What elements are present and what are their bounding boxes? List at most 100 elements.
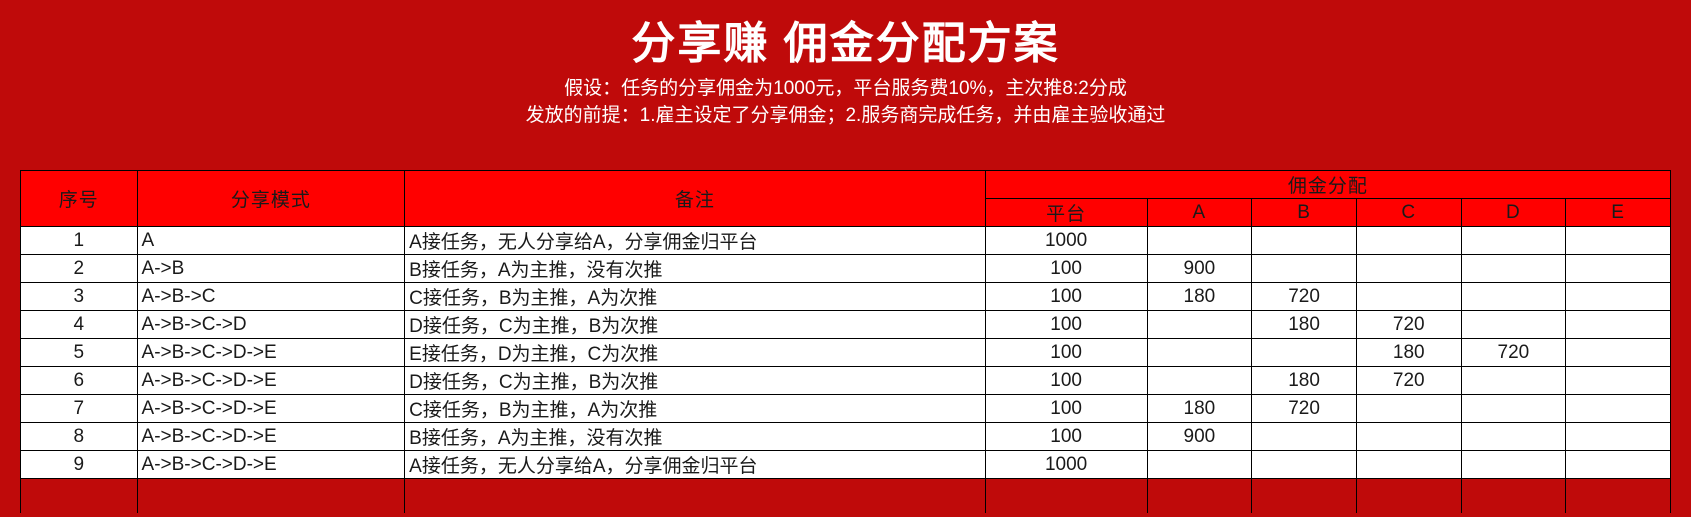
table-row: 3 A->B->C C接任务，B为主推，A为次推 100 180 720 bbox=[20, 282, 1671, 311]
cell-b bbox=[1251, 254, 1357, 283]
filler-cell bbox=[20, 478, 138, 513]
cell-b: 720 bbox=[1251, 282, 1357, 311]
cell-index: 7 bbox=[20, 394, 138, 423]
cell-a bbox=[1146, 310, 1253, 339]
cell-e bbox=[1565, 366, 1671, 395]
cell-a: 180 bbox=[1146, 394, 1253, 423]
cell-c bbox=[1355, 254, 1462, 283]
cell-note: B接任务，A为主推，没有次推 bbox=[404, 422, 986, 451]
column-header-platform: 平台 bbox=[984, 198, 1148, 227]
table-row: 1 A A接任务，无人分享给A，分享佣金归平台 1000 bbox=[20, 226, 1671, 255]
table-row: 6 A->B->C->D->E D接任务，C为主推，B为次推 100 180 720 bbox=[20, 366, 1671, 395]
cell-note: C接任务，B为主推，A为次推 bbox=[404, 282, 986, 311]
cell-index: 1 bbox=[20, 226, 138, 255]
cell-d bbox=[1460, 310, 1567, 339]
cell-mode: A->B->C->D->E bbox=[136, 366, 406, 395]
cell-index: 9 bbox=[20, 450, 138, 479]
cell-d bbox=[1460, 282, 1567, 311]
cell-note: C接任务，B为主推，A为次推 bbox=[404, 394, 986, 423]
table-row: 7 A->B->C->D->E C接任务，B为主推，A为次推 100 180 720 bbox=[20, 394, 1671, 423]
cell-e bbox=[1565, 450, 1671, 479]
cell-platform: 100 bbox=[984, 394, 1148, 423]
cell-note: A接任务，无人分享给A，分享佣金归平台 bbox=[404, 450, 986, 479]
column-header-note: 备注 bbox=[404, 170, 986, 227]
commission-table-wrapper: 序号 分享模式 备注 佣金分配 平台 A B C D E 1 A A接任务，无人分享… bbox=[20, 170, 1672, 513]
cell-mode: A->B->C->D bbox=[136, 310, 406, 339]
cell-e bbox=[1565, 254, 1671, 283]
cell-index: 8 bbox=[20, 422, 138, 451]
column-header-commission-group: 佣金分配 bbox=[984, 170, 1672, 199]
cell-c bbox=[1355, 394, 1462, 423]
cell-d bbox=[1460, 450, 1567, 479]
cell-a: 900 bbox=[1146, 254, 1253, 283]
column-header-b: B bbox=[1251, 198, 1357, 227]
cell-platform: 1000 bbox=[984, 226, 1148, 255]
cell-b bbox=[1251, 226, 1357, 255]
cell-platform: 100 bbox=[984, 338, 1148, 367]
cell-d bbox=[1460, 366, 1567, 395]
cell-platform: 100 bbox=[984, 310, 1148, 339]
cell-c: 720 bbox=[1355, 310, 1462, 339]
cell-mode: A->B->C->D->E bbox=[136, 394, 406, 423]
table-head: 序号 分享模式 备注 佣金分配 平台 A B C D E bbox=[20, 170, 1672, 227]
table-row: 9 A->B->C->D->E A接任务，无人分享给A，分享佣金归平台 1000 bbox=[20, 450, 1671, 479]
cell-index: 3 bbox=[20, 282, 138, 311]
cell-index: 5 bbox=[20, 338, 138, 367]
cell-b: 180 bbox=[1251, 366, 1357, 395]
cell-platform: 100 bbox=[984, 282, 1148, 311]
filler-cell bbox=[984, 478, 1148, 513]
header-row-primary: 序号 分享模式 备注 佣金分配 bbox=[20, 170, 1672, 227]
filler-cell bbox=[1565, 478, 1671, 513]
cell-a bbox=[1146, 366, 1253, 395]
cell-mode: A->B->C->D->E bbox=[136, 338, 406, 367]
cell-index: 4 bbox=[20, 310, 138, 339]
cell-a bbox=[1146, 338, 1253, 367]
cell-index: 2 bbox=[20, 254, 138, 283]
table-filler-row bbox=[20, 478, 1671, 513]
cell-platform: 100 bbox=[984, 366, 1148, 395]
cell-d bbox=[1460, 226, 1567, 255]
cell-a bbox=[1146, 226, 1253, 255]
cell-e bbox=[1565, 282, 1671, 311]
cell-e bbox=[1565, 338, 1671, 367]
cell-mode: A->B->C bbox=[136, 282, 406, 311]
filler-cell bbox=[1146, 478, 1253, 513]
cell-platform: 100 bbox=[984, 254, 1148, 283]
cell-c bbox=[1355, 450, 1462, 479]
cell-d bbox=[1460, 422, 1567, 451]
subtitle-precondition: 发放的前提：1.雇主设定了分享佣金；2.服务商完成任务，并由雇主验收通过 bbox=[525, 104, 1166, 126]
table-body: 1 A A接任务，无人分享给A，分享佣金归平台 1000 2 A->B B接任务，A为主推，… bbox=[20, 226, 1671, 513]
table-row: 5 A->B->C->D->E E接任务，D为主推，C为次推 100 180 720 bbox=[20, 338, 1671, 367]
cell-platform: 100 bbox=[984, 422, 1148, 451]
subtitle-assumption: 假设：任务的分享佣金为1000元，平台服务费10%，主次推8:2分成 bbox=[564, 77, 1127, 99]
page-header: 分享赚 佣金分配方案 假设：任务的分享佣金为1000元，平台服务费10%，主次推… bbox=[0, 0, 1691, 130]
filler-cell bbox=[404, 478, 986, 513]
cell-index: 6 bbox=[20, 366, 138, 395]
cell-c bbox=[1355, 422, 1462, 451]
cell-mode: A->B->C->D->E bbox=[136, 450, 406, 479]
cell-e bbox=[1565, 310, 1671, 339]
cell-note: D接任务，C为主推，B为次推 bbox=[404, 310, 986, 339]
cell-note: A接任务，无人分享给A，分享佣金归平台 bbox=[404, 226, 986, 255]
table-row: 8 A->B->C->D->E B接任务，A为主推，没有次推 100 900 bbox=[20, 422, 1671, 451]
cell-c bbox=[1355, 226, 1462, 255]
commission-table: 序号 分享模式 备注 佣金分配 平台 A B C D E 1 A A接任务，无人分享… bbox=[20, 170, 1672, 513]
cell-b: 180 bbox=[1251, 310, 1357, 339]
cell-a bbox=[1146, 450, 1253, 479]
filler-cell bbox=[1251, 478, 1357, 513]
cell-c: 720 bbox=[1355, 366, 1462, 395]
subtitle-block: 假设：任务的分享佣金为1000元，平台服务费10%，主次推8:2分成 发放的前提… bbox=[0, 76, 1691, 130]
cell-b bbox=[1251, 338, 1357, 367]
cell-mode: A bbox=[136, 226, 406, 255]
cell-b bbox=[1251, 450, 1357, 479]
header-row-secondary: 平台 A B C D E bbox=[21, 198, 1671, 227]
cell-note: B接任务，A为主推，没有次推 bbox=[404, 254, 986, 283]
table-row: 4 A->B->C->D D接任务，C为主推，B为次推 100 180 720 bbox=[20, 310, 1671, 339]
cell-e bbox=[1565, 226, 1671, 255]
column-header-mode: 分享模式 bbox=[136, 170, 406, 227]
filler-cell bbox=[1460, 478, 1567, 513]
cell-c: 180 bbox=[1355, 338, 1462, 367]
cell-note: D接任务，C为主推，B为次推 bbox=[404, 366, 986, 395]
cell-note: E接任务，D为主推，C为次推 bbox=[404, 338, 986, 367]
